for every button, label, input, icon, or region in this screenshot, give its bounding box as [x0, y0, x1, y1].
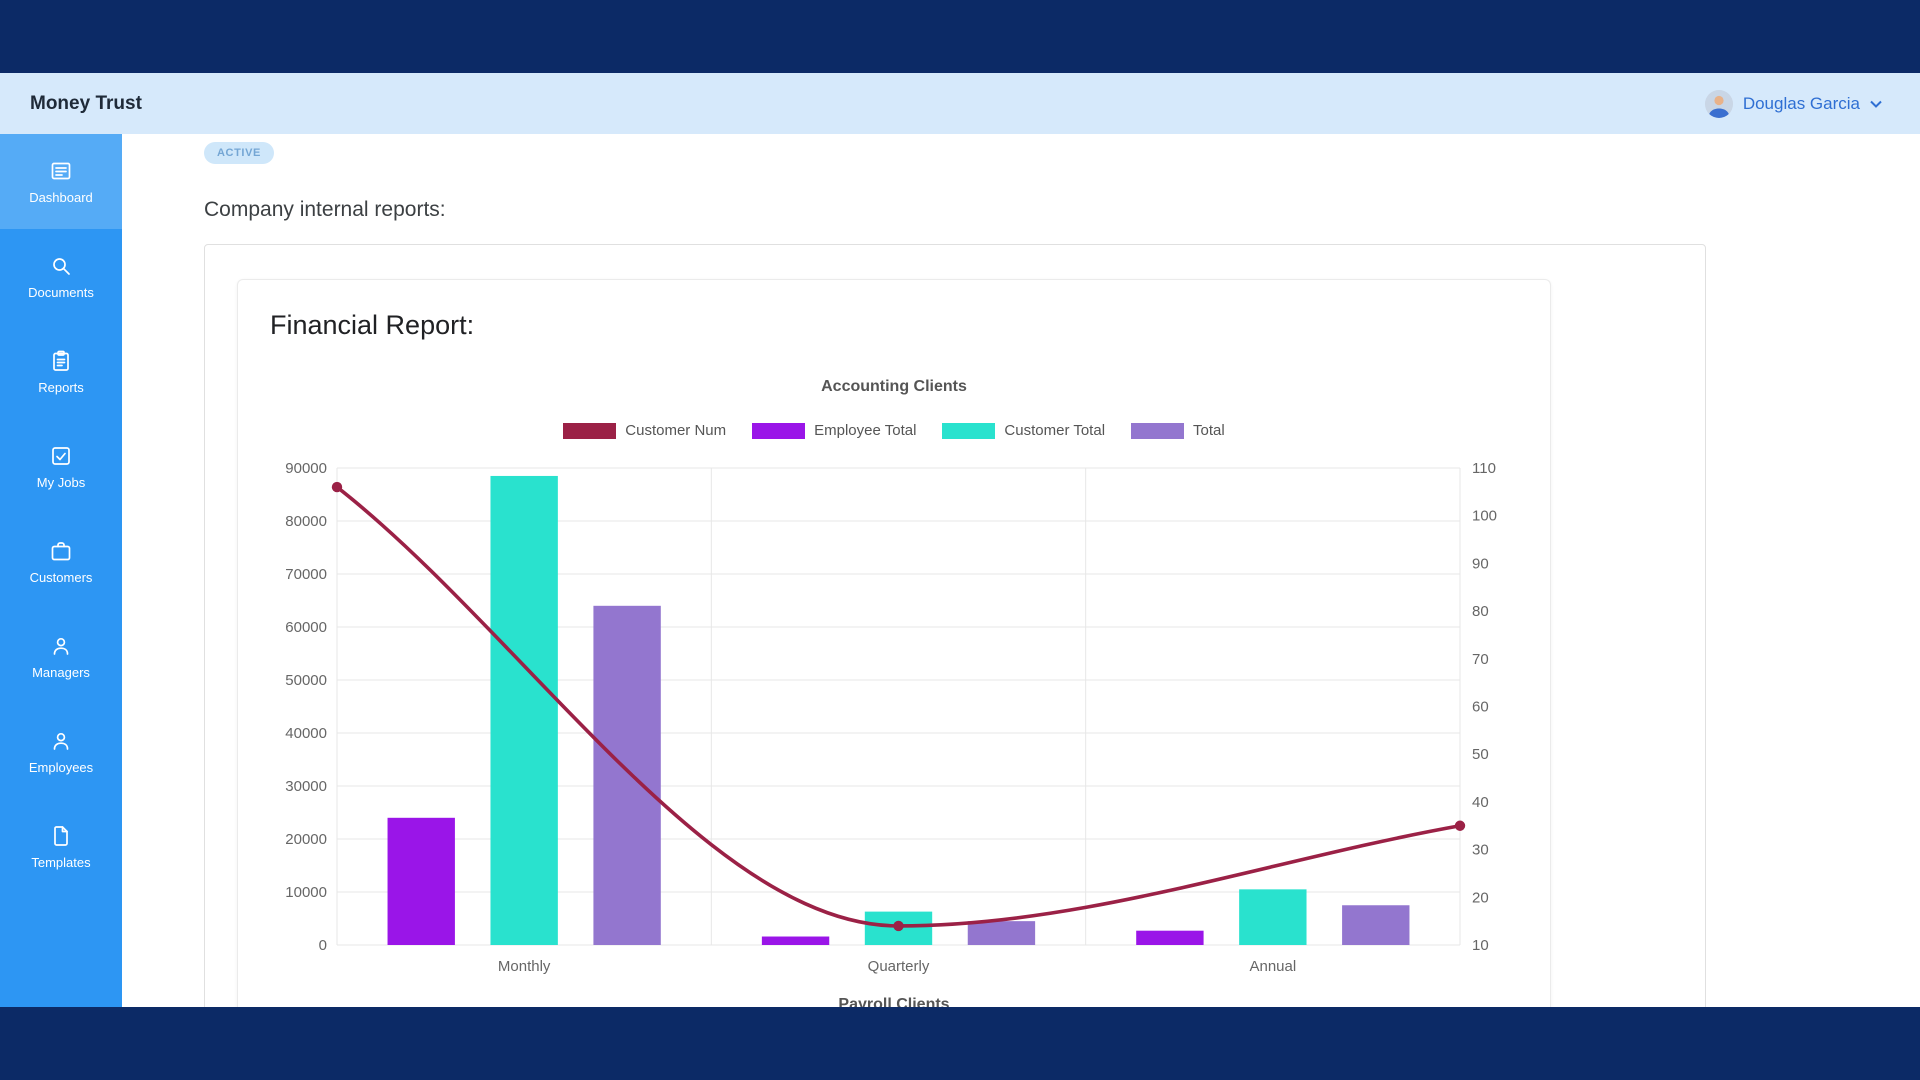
y-axis-right-label: 80	[1472, 603, 1489, 620]
sidebar-item-my-jobs[interactable]: My Jobs	[0, 419, 122, 514]
y-axis-left-label: 90000	[285, 460, 327, 477]
legend-label: Total	[1193, 422, 1225, 439]
bottom-decor-bar	[0, 1007, 1920, 1080]
search-icon	[49, 254, 73, 278]
x-axis-label: Annual	[1249, 958, 1296, 975]
y-axis-left-label: 0	[319, 937, 327, 954]
legend-swatch	[752, 422, 806, 439]
legend-swatch	[1131, 422, 1185, 439]
person-icon	[49, 634, 73, 658]
y-axis-left-label: 40000	[285, 725, 327, 742]
sidebar-item-templates[interactable]: Templates	[0, 799, 122, 894]
x-axis-label: Monthly	[498, 958, 551, 975]
chart-legend: Customer Num Employee Total Customer Total…	[238, 422, 1550, 439]
y-axis-left-label: 30000	[285, 778, 327, 795]
sidebar-item-employees[interactable]: Employees	[0, 704, 122, 799]
main-content: ACTIVE Company internal reports: Financi…	[122, 134, 1920, 1007]
y-axis-right-label: 70	[1472, 651, 1489, 668]
bar-total	[593, 605, 661, 945]
reports-card: Financial Report: Accounting Clients Cus…	[204, 244, 1706, 1007]
sidebar-item-label: Documents	[28, 284, 94, 300]
sidebar-nav: Dashboard Documents Reports My Jobs	[0, 134, 122, 1007]
legend-swatch	[563, 422, 617, 439]
top-decor-bar	[0, 0, 1920, 73]
y-axis-left-label: 20000	[285, 831, 327, 848]
sidebar-item-reports[interactable]: Reports	[0, 324, 122, 419]
y-axis-right-label: 90	[1472, 555, 1489, 572]
next-chart-title: Payroll Clients	[838, 996, 950, 1007]
y-axis-left-label: 50000	[285, 672, 327, 689]
sidebar-item-managers[interactable]: Managers	[0, 609, 122, 704]
line-point	[1454, 820, 1466, 831]
y-axis-right-label: 40	[1472, 794, 1489, 811]
line-customer-num	[335, 485, 1462, 928]
sidebar-item-label: Customers	[29, 569, 93, 585]
y-axis-right-label: 60	[1472, 699, 1489, 716]
user-menu[interactable]: Douglas Garcia	[1704, 89, 1882, 118]
bar-total	[1342, 905, 1410, 945]
sidebar-item-label: Dashboard	[29, 189, 93, 205]
y-axis-right-label: 20	[1472, 889, 1489, 906]
user-avatar	[1704, 89, 1733, 118]
sidebar-item-label: Reports	[38, 379, 84, 395]
app-header: Money Trust Douglas Garcia	[0, 73, 1920, 134]
sidebar-item-customers[interactable]: Customers	[0, 514, 122, 609]
status-badge: ACTIVE	[204, 142, 274, 164]
financial-report-card: Financial Report: Accounting Clients Cus…	[237, 279, 1551, 1007]
report-title: Financial Report:	[270, 310, 475, 340]
line-point	[331, 481, 343, 493]
person-icon	[49, 729, 73, 753]
legend-label: Employee Total	[814, 422, 917, 439]
x-axis-label: Quarterly	[868, 958, 930, 975]
chevron-down-icon	[1870, 100, 1882, 108]
dashboard-icon	[49, 159, 73, 183]
file-icon	[49, 824, 73, 848]
bar-total	[967, 921, 1036, 945]
bar-customer-total	[1239, 889, 1307, 945]
legend-label: Customer Total	[1004, 422, 1106, 439]
legend-swatch	[942, 422, 996, 439]
y-axis-right-label: 110	[1472, 460, 1496, 477]
y-axis-left-label: 10000	[285, 884, 327, 901]
checkbox-icon	[49, 444, 73, 468]
chart-title: Accounting Clients	[821, 378, 967, 395]
sidebar-item-label: Managers	[32, 664, 90, 680]
page-heading: Company internal reports:	[204, 198, 446, 221]
sidebar-item-dashboard[interactable]: Dashboard	[0, 134, 122, 229]
sidebar-item-documents[interactable]: Documents	[0, 229, 122, 324]
sidebar-item-label: Templates	[31, 854, 91, 870]
y-axis-left-label: 80000	[285, 513, 327, 530]
legend-item[interactable]: Total	[1131, 422, 1225, 439]
briefcase-icon	[49, 539, 73, 563]
y-axis-left-label: 60000	[285, 619, 327, 636]
y-axis-right-label: 10	[1472, 937, 1489, 954]
line-point	[893, 920, 904, 932]
legend-item[interactable]: Customer Num	[563, 422, 726, 439]
brand-title: Money Trust	[30, 92, 142, 114]
bar-employee-total	[761, 936, 830, 945]
sidebar-item-label: Employees	[28, 759, 94, 775]
user-name: Douglas Garcia	[1742, 93, 1860, 113]
legend-label: Customer Num	[625, 422, 727, 439]
y-axis-right-label: 100	[1472, 508, 1497, 525]
bar-employee-total	[387, 817, 455, 945]
sidebar-item-label: My Jobs	[36, 474, 86, 490]
legend-item[interactable]: Employee Total	[752, 422, 916, 439]
y-axis-left-label: 70000	[285, 566, 327, 583]
bar-customer-total	[490, 475, 558, 945]
legend-item[interactable]: Customer Total	[942, 422, 1105, 439]
y-axis-right-label: 30	[1472, 842, 1489, 859]
y-axis-right-label: 50	[1472, 746, 1489, 763]
clipboard-icon	[49, 349, 73, 373]
accounting-clients-chart: 0 10000 20000 30000 40000 50000 60000 70000 8000…	[285, 460, 1497, 975]
bar-employee-total	[1136, 930, 1204, 945]
